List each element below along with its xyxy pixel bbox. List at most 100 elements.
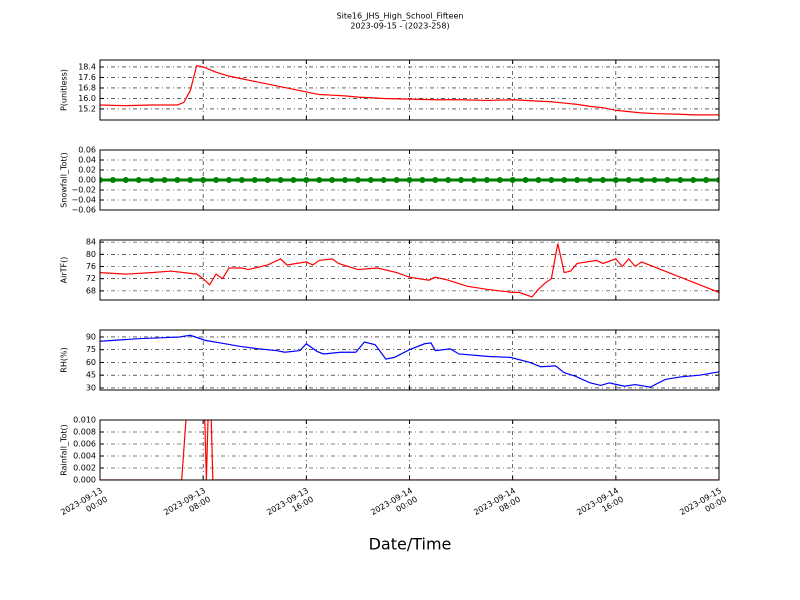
data-line <box>100 243 719 298</box>
data-marker <box>651 177 658 183</box>
data-marker <box>225 177 232 183</box>
data-marker <box>354 177 361 183</box>
y-axis-label: AirTF() <box>60 257 69 284</box>
data-line <box>100 334 719 388</box>
y-tick-label: 84 <box>86 238 96 247</box>
data-marker <box>316 177 323 183</box>
data-marker <box>483 177 490 183</box>
data-marker <box>445 177 452 183</box>
plot-frame <box>99 149 720 211</box>
y-tick-label: 30 <box>86 383 96 392</box>
data-line <box>100 64 719 116</box>
data-marker <box>419 177 426 183</box>
data-marker <box>251 177 258 183</box>
y-tick-label: 60 <box>86 358 96 367</box>
y-tick-label: 0.006 <box>73 440 96 449</box>
data-marker <box>148 177 155 183</box>
data-marker <box>535 177 542 183</box>
plot-frame <box>99 329 720 391</box>
data-marker <box>380 177 387 183</box>
data-marker <box>561 177 568 183</box>
data-marker <box>548 177 555 183</box>
y-tick-label: 75 <box>86 345 96 354</box>
y-tick-label: −0.02 <box>71 186 96 195</box>
data-marker <box>290 177 297 183</box>
y-tick-label: −0.04 <box>71 196 96 205</box>
y-tick-label: 0.008 <box>73 428 96 437</box>
y-tick-label: 0.06 <box>78 146 96 155</box>
data-marker <box>470 177 477 183</box>
data-marker <box>122 177 129 183</box>
data-marker <box>174 177 181 183</box>
y-tick-label: 0.010 <box>73 416 96 425</box>
y-axis-label: RH(%) <box>60 347 69 372</box>
data-marker <box>161 177 168 183</box>
y-tick-label: 0.000 <box>73 476 96 485</box>
data-line <box>100 420 719 480</box>
y-tick-label: 16.8 <box>78 83 96 92</box>
data-marker <box>458 177 465 183</box>
data-marker <box>393 177 400 183</box>
series <box>100 177 719 183</box>
data-marker <box>342 177 349 183</box>
y-axis-label: Rainfall_Tot() <box>60 424 69 476</box>
data-marker <box>367 177 374 183</box>
y-tick-label: 18.4 <box>78 62 96 71</box>
data-marker <box>716 177 719 183</box>
data-marker <box>625 177 632 183</box>
y-tick-label: 0.004 <box>73 452 96 461</box>
data-marker <box>213 177 220 183</box>
y-tick-label: 17.6 <box>78 73 96 82</box>
data-marker <box>264 177 271 183</box>
series <box>100 64 719 116</box>
data-marker <box>406 177 413 183</box>
data-marker <box>612 177 619 183</box>
data-marker <box>200 177 207 183</box>
data-marker <box>187 177 194 183</box>
plot-frame <box>99 59 720 121</box>
data-marker <box>303 177 310 183</box>
y-tick-label: −0.06 <box>71 206 96 215</box>
plot-frame <box>99 419 720 481</box>
series <box>100 243 719 298</box>
data-marker <box>277 177 284 183</box>
chart-subtitle: 2023-09-15 - (2023-258) <box>350 22 449 31</box>
y-tick-label: 15.2 <box>78 104 96 113</box>
y-tick-label: 0.002 <box>73 464 96 473</box>
data-marker <box>587 177 594 183</box>
y-tick-label: 72 <box>86 274 96 283</box>
y-axis-label: P(unitless) <box>60 69 69 111</box>
data-marker <box>109 177 116 183</box>
data-marker <box>677 177 684 183</box>
data-marker <box>638 177 645 183</box>
series <box>100 334 719 388</box>
data-marker <box>496 177 503 183</box>
chart-title: Site16_JHS_High_School_Fifteen <box>337 12 464 21</box>
data-marker <box>664 177 671 183</box>
data-marker <box>522 177 529 183</box>
y-tick-label: 68 <box>86 286 96 295</box>
data-marker <box>432 177 439 183</box>
x-axis-label: Date/Time <box>369 535 452 554</box>
y-tick-label: 16.0 <box>78 94 96 103</box>
y-tick-label: 80 <box>86 250 96 259</box>
data-marker <box>238 177 245 183</box>
y-tick-label: 0.04 <box>78 156 96 165</box>
data-marker <box>329 177 336 183</box>
y-tick-label: 45 <box>86 371 96 380</box>
y-tick-label: 90 <box>86 332 96 341</box>
y-tick-label: 0.02 <box>78 166 96 175</box>
series <box>100 420 719 480</box>
data-marker <box>703 177 710 183</box>
data-marker <box>574 177 581 183</box>
data-marker <box>599 177 606 183</box>
data-marker <box>100 177 103 183</box>
y-tick-label: 0.00 <box>78 176 96 185</box>
y-axis-label: Snowfall_Tot() <box>60 152 69 208</box>
data-marker <box>135 177 142 183</box>
data-marker <box>690 177 697 183</box>
plot-frame <box>99 239 720 301</box>
y-tick-label: 76 <box>86 262 96 271</box>
